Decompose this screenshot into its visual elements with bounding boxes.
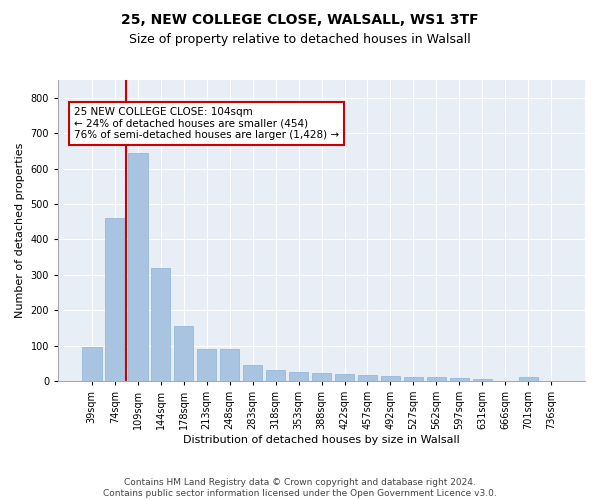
Bar: [449, 378, 469, 381]
Text: 25 NEW COLLEGE CLOSE: 104sqm
← 24% of detached houses are smaller (454)
76% of s: 25 NEW COLLEGE CLOSE: 104sqm ← 24% of de…: [74, 107, 339, 140]
X-axis label: Distribution of detached houses by size in Walsall: Distribution of detached houses by size …: [183, 435, 460, 445]
Bar: [312, 373, 331, 381]
Y-axis label: Number of detached properties: Number of detached properties: [15, 143, 25, 318]
Bar: [266, 370, 286, 381]
Bar: [358, 374, 377, 381]
Bar: [82, 348, 101, 381]
Bar: [381, 376, 400, 381]
Bar: [174, 326, 193, 381]
Bar: [473, 379, 492, 381]
Bar: [105, 218, 125, 381]
Bar: [128, 152, 148, 381]
Bar: [151, 268, 170, 381]
Bar: [197, 349, 217, 381]
Text: Contains HM Land Registry data © Crown copyright and database right 2024.
Contai: Contains HM Land Registry data © Crown c…: [103, 478, 497, 498]
Bar: [518, 378, 538, 381]
Bar: [243, 365, 262, 381]
Bar: [220, 349, 239, 381]
Text: 25, NEW COLLEGE CLOSE, WALSALL, WS1 3TF: 25, NEW COLLEGE CLOSE, WALSALL, WS1 3TF: [121, 12, 479, 26]
Bar: [335, 374, 354, 381]
Bar: [427, 378, 446, 381]
Bar: [404, 376, 423, 381]
Text: Size of property relative to detached houses in Walsall: Size of property relative to detached ho…: [129, 32, 471, 46]
Bar: [289, 372, 308, 381]
